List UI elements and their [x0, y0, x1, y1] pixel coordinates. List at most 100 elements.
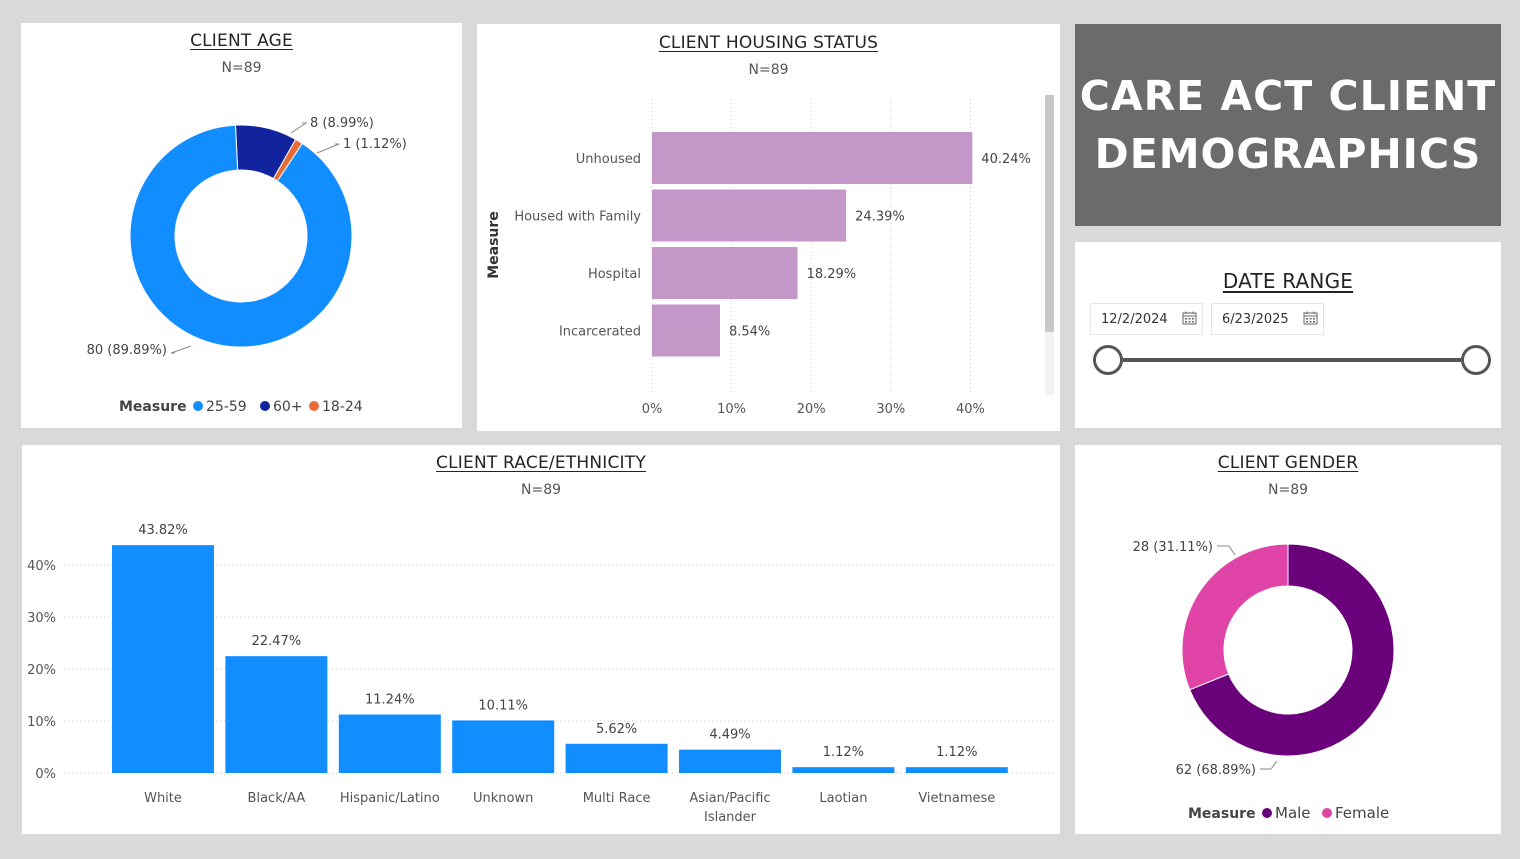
date-range-title: DATE RANGE	[1222, 269, 1354, 293]
gender-legend-marker-male	[1262, 808, 1272, 818]
race-category-label: Asian/Pacific Islander	[689, 791, 770, 825]
race-y-tick: 40%	[27, 559, 56, 574]
age-slice-25-59	[129, 124, 353, 348]
gender-leader-line	[1217, 545, 1236, 556]
client-housing-title: CLIENT HOUSING STATUS	[658, 33, 879, 53]
gender-slice-female	[1181, 543, 1289, 691]
race-value-label: 1.12%	[936, 745, 977, 760]
race-value-label: 11.24%	[365, 693, 415, 708]
age-legend-marker-60	[260, 401, 270, 411]
housing-bar-housed-with-family	[652, 189, 847, 242]
end-date-input[interactable]: 6/23/2025	[1211, 303, 1324, 335]
housing-x-tick: 30%	[876, 402, 905, 417]
age-legend-marker-25-59	[193, 401, 203, 411]
age-data-label: 80 (89.89%)	[87, 343, 167, 358]
age-data-label: 8 (8.99%)	[310, 116, 374, 131]
banner-line-1: CARE ACT CLIENT	[1079, 72, 1497, 120]
housing-x-tick: 20%	[797, 402, 826, 417]
race-y-tick: 20%	[27, 663, 56, 678]
race-bar-laotian	[792, 767, 895, 773]
age-legend-label-18-24: 18-24	[322, 399, 363, 415]
race-y-tick: 30%	[27, 611, 56, 626]
client-race-bar-chart[interactable]: 0% 10% 20% 30% 40% 43.82% White 22.47% Black/AA 1…	[22, 445, 1060, 834]
housing-category-label: Housed with Family	[514, 210, 641, 225]
race-value-label: 10.11%	[478, 698, 528, 713]
dashboard-title-banner: CARE ACT CLIENT DEMOGRAPHICS	[1075, 24, 1501, 226]
race-bar-unknown	[452, 720, 555, 773]
banner-line-2: DEMOGRAPHICS	[1094, 130, 1482, 178]
housing-bar-incarcerated	[652, 304, 720, 357]
housing-value-label: 8.54%	[729, 325, 770, 340]
client-housing-bar-chart[interactable]: 0% 10% 20% 30% 40% Unhoused 40.24% Housed with …	[477, 24, 1060, 431]
age-leader-line	[290, 122, 308, 134]
client-age-title: CLIENT AGE	[190, 31, 293, 51]
date-range-panel: DATE RANGE 12/2/2024 6/23/2025	[1075, 242, 1501, 428]
date-slider-end-handle[interactable]	[1461, 345, 1491, 375]
client-race-panel: CLIENT RACE/ETHNICITY N=89 0% 10% 20% 30% 40…	[22, 445, 1060, 834]
race-value-label: 22.47%	[252, 634, 302, 649]
client-gender-donut-chart[interactable]: 62 (68.89%) 28 (31.11%) Measure Male Female	[1075, 445, 1501, 834]
client-age-donut-chart[interactable]: 80 (89.89%) 8 (8.99%) 1 (1.12%) Measure 25-5…	[21, 23, 462, 428]
client-gender-panel: CLIENT GENDER N=89 62 (68.89%) 28 (31.11%…	[1075, 445, 1501, 834]
housing-value-label: 40.24%	[981, 152, 1031, 167]
client-age-subtitle: N=89	[221, 60, 262, 76]
age-legend-marker-18-24	[309, 401, 319, 411]
race-category-label: Laotian	[819, 791, 867, 806]
housing-value-label: 24.39%	[855, 210, 905, 225]
gender-legend-label-male: Male	[1275, 804, 1311, 822]
age-legend-label-25-59: 25-59	[206, 399, 247, 415]
client-race-title: CLIENT RACE/ETHNICITY	[436, 453, 646, 473]
start-date-input[interactable]: 12/2/2024	[1090, 303, 1203, 335]
housing-value-label: 18.29%	[807, 267, 857, 282]
gender-slice-male	[1189, 543, 1395, 757]
age-legend-title: Measure	[119, 399, 187, 415]
race-bar-hispanic-latino	[338, 714, 441, 773]
age-leader-line	[316, 143, 340, 154]
race-y-tick: 10%	[27, 715, 56, 730]
race-category-label: White	[144, 791, 182, 806]
housing-category-label: Hospital	[588, 267, 641, 282]
housing-bar-hospital	[652, 247, 798, 299]
gender-leader-line	[1260, 760, 1278, 770]
housing-y-axis-label: Measure	[486, 211, 502, 279]
race-bar-multi-race	[565, 743, 668, 773]
housing-x-tick: 10%	[717, 402, 746, 417]
race-bar-black-aa	[225, 656, 328, 773]
age-data-label: 1 (1.12%)	[343, 137, 407, 152]
race-y-tick: 0%	[35, 767, 56, 782]
race-value-label: 1.12%	[823, 745, 864, 760]
gender-data-label: 62 (68.89%)	[1176, 763, 1256, 778]
calendar-icon[interactable]	[1182, 311, 1197, 325]
client-race-subtitle: N=89	[520, 482, 562, 498]
client-age-panel: CLIENT AGE N=89 80 (89.89%) 8 (8.99%) 1 (1…	[21, 23, 462, 428]
start-date-value: 12/2/2024	[1101, 312, 1168, 327]
race-bar-asian-pacific-islander	[679, 749, 781, 773]
race-value-label: 4.49%	[709, 728, 750, 743]
age-leader-line	[170, 345, 192, 354]
race-value-label: 43.82%	[138, 523, 188, 538]
gender-legend-marker-female	[1322, 808, 1332, 818]
housing-x-tick: 0%	[642, 402, 663, 417]
race-category-label: Multi Race	[583, 791, 651, 806]
race-category-label: Vietnamese	[918, 791, 995, 806]
calendar-icon[interactable]	[1303, 311, 1318, 325]
race-category-label: Black/AA	[248, 791, 306, 806]
race-category-label: Unknown	[473, 791, 533, 806]
housing-bar-unhoused	[652, 132, 973, 184]
race-bar-white	[112, 545, 214, 773]
client-gender-title: CLIENT GENDER	[1217, 453, 1359, 473]
race-category-label: Hispanic/Latino	[340, 791, 440, 806]
end-date-value: 6/23/2025	[1222, 312, 1289, 327]
race-bar-vietnamese	[905, 767, 1008, 773]
age-legend-label-60: 60+	[273, 399, 303, 415]
date-slider-start-handle[interactable]	[1093, 345, 1123, 375]
housing-x-tick: 40%	[956, 402, 985, 417]
client-gender-subtitle: N=89	[1267, 482, 1309, 498]
date-slider-track[interactable]	[1108, 358, 1476, 362]
client-housing-panel: CLIENT HOUSING STATUS N=89 0% 10% 20% 30% 40…	[477, 24, 1060, 431]
gender-legend-label-female: Female	[1335, 804, 1389, 822]
race-value-label: 5.62%	[596, 722, 637, 737]
gender-legend-title: Measure	[1188, 806, 1256, 822]
housing-scrollbar-thumb[interactable]	[1045, 95, 1054, 332]
gender-data-label: 28 (31.11%)	[1133, 540, 1213, 555]
